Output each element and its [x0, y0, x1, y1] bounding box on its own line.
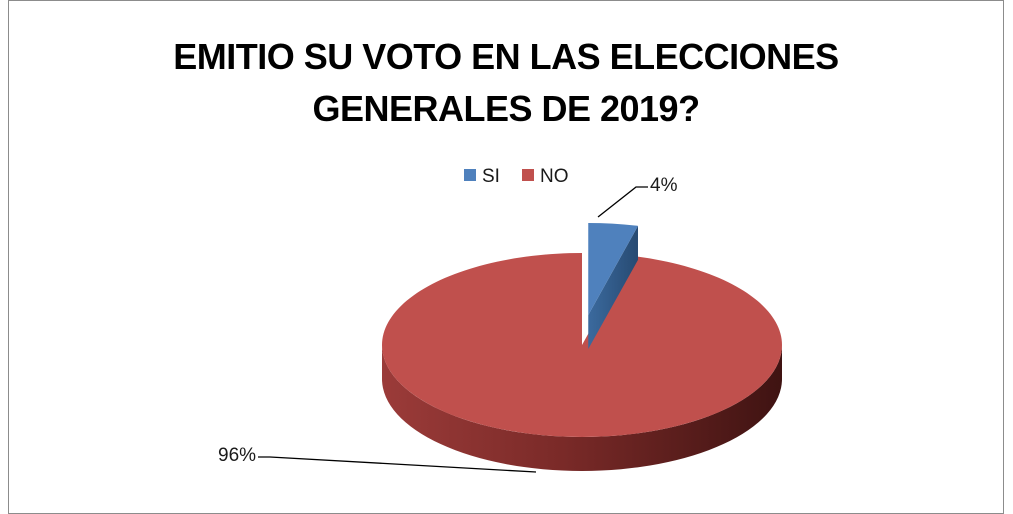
pie-slice-si	[588, 223, 638, 315]
pie-group	[381, 223, 782, 471]
pie-slice-no	[381, 253, 782, 437]
legend-swatch-no	[522, 169, 534, 181]
chart-title: EMITIO SU VOTO EN LAS ELECCIONES GENERAL…	[9, 31, 1003, 135]
legend: SI NO	[464, 166, 569, 187]
data-label-no: 96%	[218, 445, 256, 466]
data-label-si: 4%	[650, 175, 678, 196]
chart-title-line-2: GENERALES DE 2019?	[312, 88, 700, 129]
legend-label-no: NO	[540, 166, 569, 187]
pie-slice-si-side	[588, 225, 638, 349]
leader-line-no	[258, 456, 537, 473]
pie-slice-no-side	[382, 345, 782, 471]
data-labels: 4% 96%	[218, 175, 678, 473]
legend-swatch-si	[464, 169, 476, 181]
chart-title-line-1: EMITIO SU VOTO EN LAS ELECCIONES	[173, 36, 839, 77]
leader-line-si	[597, 186, 648, 218]
legend-label-si: SI	[482, 166, 500, 187]
